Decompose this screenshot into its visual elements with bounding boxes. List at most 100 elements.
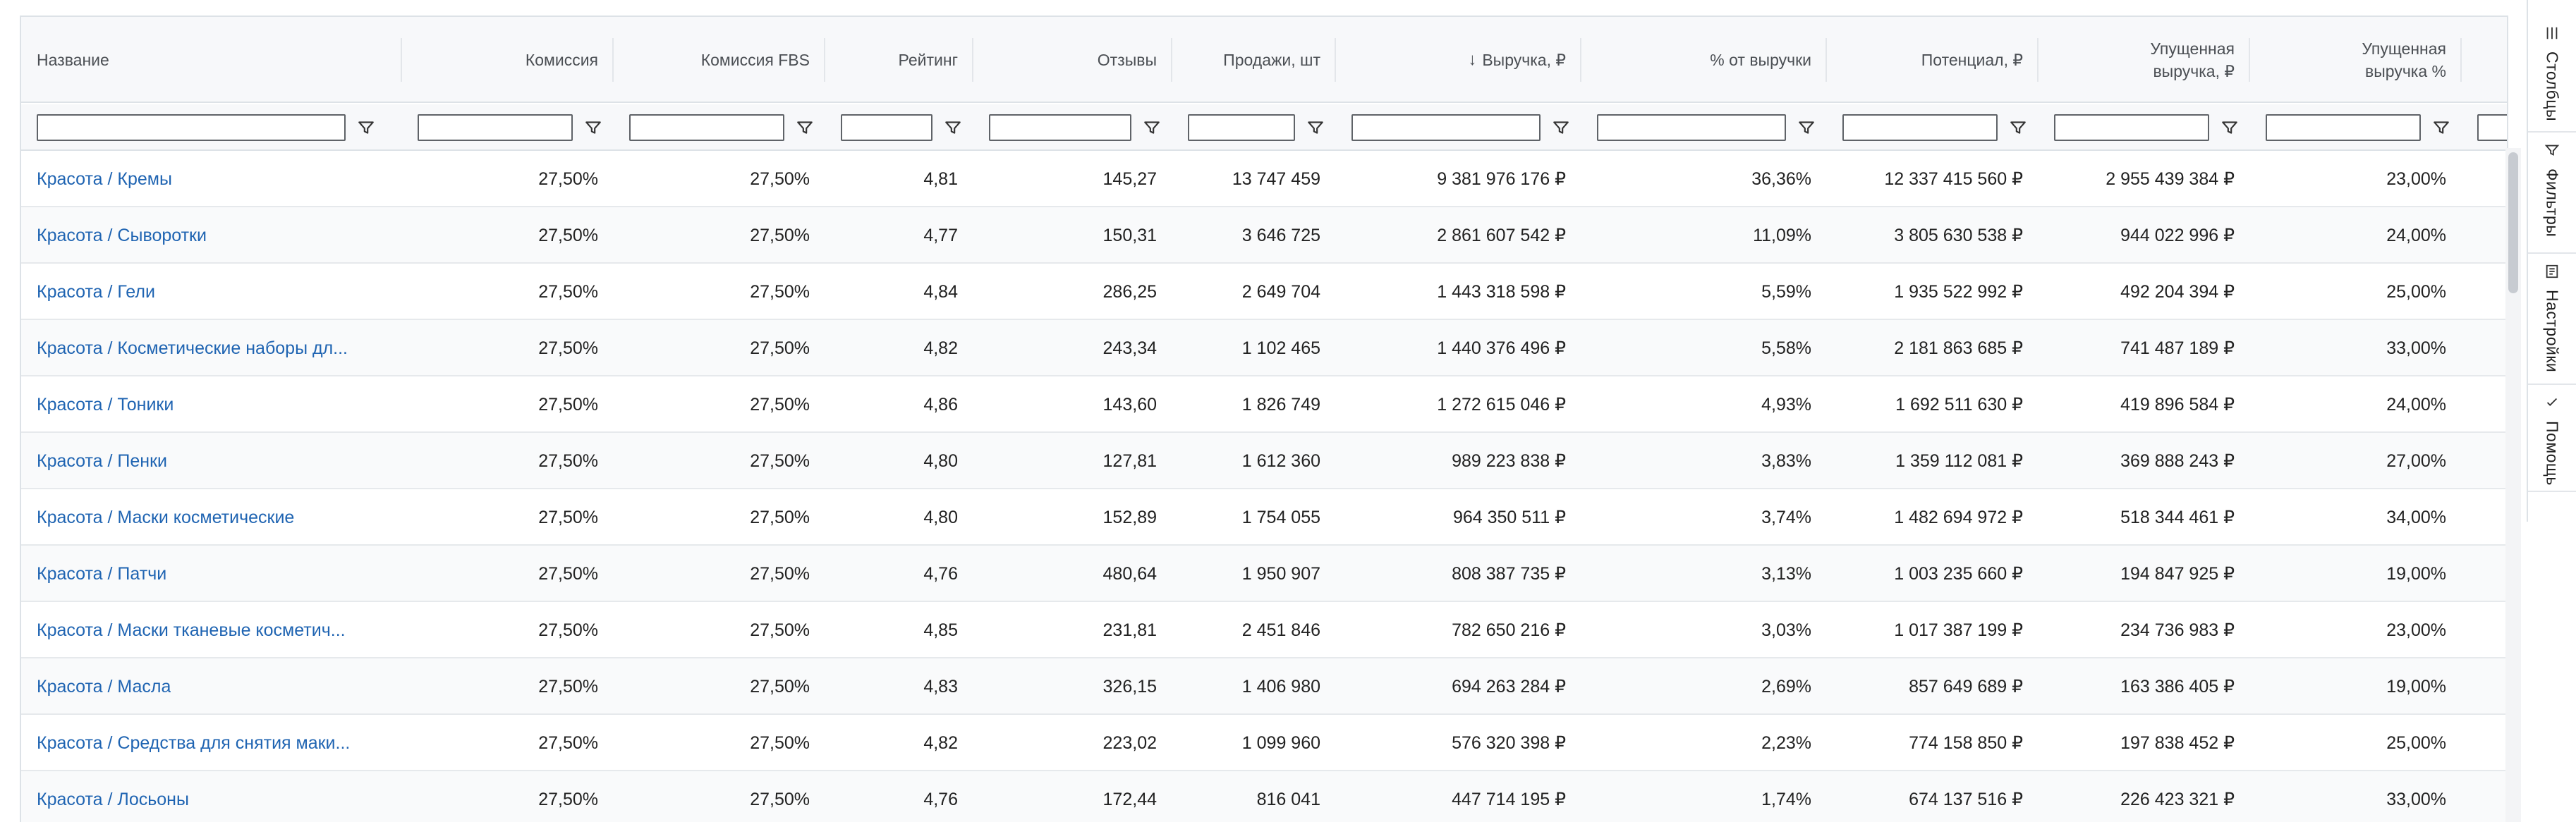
cell-name[interactable]: Красота / Косметические наборы дл... <box>21 320 402 376</box>
column-separator[interactable] <box>401 38 402 82</box>
filter-input-name[interactable] <box>37 114 346 141</box>
side-tab-columns[interactable]: Столбцы <box>2528 16 2576 133</box>
filter-icon[interactable] <box>2009 118 2027 137</box>
filter-input-commission[interactable] <box>418 114 573 141</box>
filter-input-lost-revenue-pct[interactable] <box>2266 114 2421 141</box>
filter-icon[interactable] <box>1306 118 1325 137</box>
column-header-extra[interactable] <box>2462 17 2507 103</box>
column-header-reviews[interactable]: Отзывы <box>973 17 1172 103</box>
column-header-lost-revenue-pct[interactable]: Упущенная выручка % <box>2250 17 2462 103</box>
filter-input-commission-fbs[interactable] <box>629 114 784 141</box>
category-link[interactable]: Красота / Средства для снятия маки... <box>37 732 351 753</box>
filter-icon[interactable] <box>2220 118 2239 137</box>
column-separator[interactable] <box>1171 38 1172 82</box>
table-row[interactable]: Красота / Патчи 27,50% 27,50% 4,76 480,64 1 9… <box>21 546 2507 602</box>
filter-input-revenue[interactable] <box>1351 114 1541 141</box>
cell-name[interactable]: Красота / Патчи <box>21 546 402 602</box>
filter-input-revenue-share[interactable] <box>1597 114 1786 141</box>
category-link[interactable]: Красота / Тоники <box>37 394 174 415</box>
column-separator[interactable] <box>1825 38 1827 82</box>
filter-icon[interactable] <box>2220 118 2239 137</box>
column-separator[interactable] <box>1335 38 1336 82</box>
category-link[interactable]: Красота / Кремы <box>37 168 172 189</box>
side-tab-filters[interactable]: Фильтры <box>2528 133 2576 254</box>
filter-input-sales[interactable] <box>1188 114 1295 141</box>
cell-name[interactable]: Красота / Маски тканевые косметич... <box>21 602 402 658</box>
cell-name[interactable]: Красота / Пенки <box>21 433 402 489</box>
filter-icon[interactable] <box>584 118 602 137</box>
column-header-revenue-share[interactable]: % от выручки <box>1581 17 1827 103</box>
filter-icon[interactable] <box>1552 118 1570 137</box>
table-row[interactable]: Красота / Косметические наборы дл... 27,5… <box>21 320 2507 376</box>
table-row[interactable]: Красота / Гели 27,50% 27,50% 4,84 286,25 2 64… <box>21 264 2507 320</box>
filter-icon[interactable] <box>944 118 962 137</box>
table-row[interactable]: Красота / Лосьоны 27,50% 27,50% 4,76 172,44 8… <box>21 771 2507 822</box>
table-row[interactable]: Красота / Тоники 27,50% 27,50% 4,86 143,60 1 … <box>21 376 2507 433</box>
filter-icon[interactable] <box>357 118 375 137</box>
filter-input-extra[interactable] <box>2477 114 2507 141</box>
cell-name[interactable]: Красота / Кремы <box>21 151 402 207</box>
filter-icon[interactable] <box>1306 118 1325 137</box>
cell-name[interactable]: Красота / Маски косметические <box>21 489 402 546</box>
filter-input-lost-revenue[interactable] <box>2054 114 2209 141</box>
category-link[interactable]: Красота / Масла <box>37 676 171 697</box>
filter-input-rating[interactable] <box>841 114 932 141</box>
category-link[interactable]: Красота / Пенки <box>37 450 167 471</box>
column-header-potential[interactable]: Потенциал, ₽ <box>1827 17 2039 103</box>
column-header-rating[interactable]: Рейтинг <box>825 17 973 103</box>
filter-icon[interactable] <box>944 118 962 137</box>
column-separator[interactable] <box>972 38 973 82</box>
category-link[interactable]: Красота / Маски тканевые косметич... <box>37 620 346 640</box>
column-header-revenue[interactable]: ↓ Выручка, ₽ <box>1336 17 1581 103</box>
category-link[interactable]: Красота / Сыворотки <box>37 225 207 245</box>
cell-name[interactable]: Красота / Средства для снятия маки... <box>21 715 402 771</box>
table-row[interactable]: Красота / Кремы 27,50% 27,50% 4,81 145,27 13 … <box>21 151 2507 207</box>
cell-name[interactable]: Красота / Лосьоны <box>21 771 402 822</box>
cell-name[interactable]: Красота / Гели <box>21 264 402 320</box>
category-link[interactable]: Красота / Патчи <box>37 563 167 584</box>
cell-sales: 3 646 725 <box>1172 207 1336 264</box>
vertical-scrollbar[interactable] <box>2505 148 2521 822</box>
filter-icon[interactable] <box>1143 118 1161 137</box>
column-separator[interactable] <box>2037 38 2039 82</box>
filter-icon[interactable] <box>2432 118 2450 137</box>
filter-icon[interactable] <box>1797 118 1816 137</box>
column-separator[interactable] <box>1580 38 1581 82</box>
column-separator[interactable] <box>612 38 614 82</box>
table-row[interactable]: Красота / Масла 27,50% 27,50% 4,83 326,15 1 4… <box>21 658 2507 715</box>
table-row[interactable]: Красота / Маски тканевые косметич... 27,5… <box>21 602 2507 658</box>
column-header-commission-fbs[interactable]: Комиссия FBS <box>614 17 825 103</box>
column-header-sales[interactable]: Продажи, шт <box>1172 17 1336 103</box>
filter-icon[interactable] <box>584 118 602 137</box>
side-tab-settings[interactable]: Настройки <box>2528 254 2576 385</box>
category-link[interactable]: Красота / Лосьоны <box>37 789 189 809</box>
filter-icon[interactable] <box>796 118 814 137</box>
filter-icon[interactable] <box>2432 118 2450 137</box>
table-row[interactable]: Красота / Сыворотки 27,50% 27,50% 4,77 150,3… <box>21 207 2507 264</box>
column-header-lost-revenue[interactable]: Упущенная выручка, ₽ <box>2039 17 2250 103</box>
filter-input-reviews[interactable] <box>989 114 1131 141</box>
filter-input-potential[interactable] <box>1842 114 1998 141</box>
column-separator[interactable] <box>824 38 825 82</box>
filter-icon[interactable] <box>357 118 375 137</box>
filter-icon[interactable] <box>1797 118 1816 137</box>
category-link[interactable]: Красота / Гели <box>37 281 155 302</box>
table-row[interactable]: Красота / Пенки 27,50% 27,50% 4,80 127,81 1 6… <box>21 433 2507 489</box>
filter-icon[interactable] <box>2009 118 2027 137</box>
filter-icon[interactable] <box>1552 118 1570 137</box>
cell-name[interactable]: Красота / Тоники <box>21 376 402 433</box>
column-header-commission[interactable]: Комиссия <box>402 17 614 103</box>
category-link[interactable]: Красота / Косметические наборы дл... <box>37 338 348 358</box>
filter-icon[interactable] <box>796 118 814 137</box>
table-row[interactable]: Красота / Средства для снятия маки... 27,… <box>21 715 2507 771</box>
table-row[interactable]: Красота / Маски косметические 27,50% 27,50… <box>21 489 2507 546</box>
cell-name[interactable]: Красота / Сыворотки <box>21 207 402 264</box>
column-header-name[interactable]: Название <box>21 17 402 103</box>
scrollbar-thumb[interactable] <box>2508 152 2518 293</box>
cell-name[interactable]: Красота / Масла <box>21 658 402 715</box>
column-separator[interactable] <box>2460 38 2462 82</box>
column-separator[interactable] <box>2249 38 2250 82</box>
category-link[interactable]: Красота / Маски косметические <box>37 507 295 527</box>
filter-icon[interactable] <box>1143 118 1161 137</box>
side-tab-help[interactable]: Помощь <box>2528 385 2576 492</box>
